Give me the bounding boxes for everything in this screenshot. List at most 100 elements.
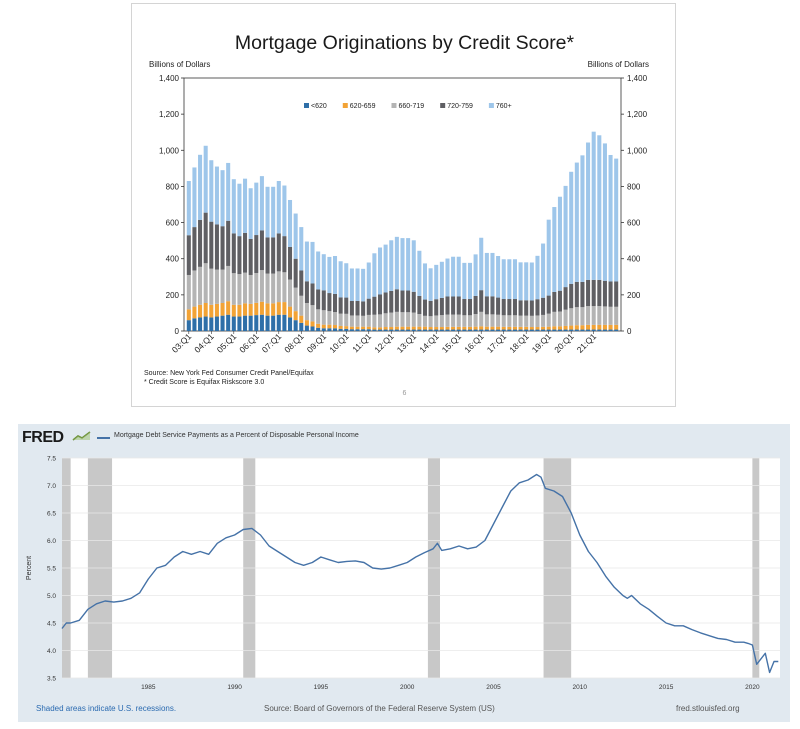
bar-segment xyxy=(501,299,506,316)
recession-note-link[interactable]: Shaded areas indicate U.S. recessions. xyxy=(36,704,177,713)
bar-segment xyxy=(372,314,377,328)
bar-segment xyxy=(361,301,366,316)
bar-segment xyxy=(349,268,354,302)
bar-segment xyxy=(479,237,484,291)
y-tick-label: 4.5 xyxy=(47,621,56,628)
bar-segment xyxy=(293,311,298,321)
bar-segment xyxy=(552,329,557,331)
bar-segment xyxy=(276,233,281,272)
x-tick-label: 20:Q1 xyxy=(552,331,576,355)
bar-segment xyxy=(186,235,191,275)
bar-segment xyxy=(462,329,467,331)
bar-segment xyxy=(445,326,450,330)
y-tick-label-right: 200 xyxy=(627,291,641,300)
bar-segment xyxy=(344,328,349,331)
slide-title: Mortgage Originations by Credit Score* xyxy=(234,32,575,54)
y-axis-label: Percent xyxy=(26,556,33,580)
bar-segment xyxy=(574,162,579,282)
bar-segment xyxy=(535,299,540,316)
bar-segment xyxy=(310,241,315,284)
series-legend-swatch xyxy=(97,437,110,439)
series-title[interactable]: Mortgage Debt Service Payments as a Perc… xyxy=(114,432,359,439)
x-tick-label: 16:Q1 xyxy=(462,331,486,355)
bar-segment xyxy=(304,241,309,282)
bar-segment xyxy=(608,281,613,307)
bar-segment xyxy=(501,315,506,327)
fred-logo[interactable]: FRED xyxy=(22,429,64,446)
y-tick-label: 1,400 xyxy=(159,74,180,83)
bar-segment xyxy=(214,316,219,331)
bar-segment xyxy=(276,302,281,315)
bar-segment xyxy=(541,326,546,330)
bar-segment xyxy=(602,324,607,330)
fred-site-link[interactable]: fred.stlouisfed.org xyxy=(676,704,740,713)
bar-segment xyxy=(321,254,326,291)
bar-segment xyxy=(192,167,197,228)
bar-segment xyxy=(614,306,619,325)
y-tick-label: 3.5 xyxy=(47,676,56,683)
bar-segment xyxy=(203,263,208,303)
bar-segment xyxy=(518,262,523,301)
bar-segment xyxy=(203,145,208,213)
bar-segment xyxy=(445,329,450,331)
bar-segment xyxy=(327,311,332,325)
bar-segment xyxy=(428,300,433,317)
bar-segment xyxy=(310,326,315,331)
bar-segment xyxy=(377,329,383,331)
bar-segment xyxy=(198,304,203,318)
bar-segment xyxy=(456,314,461,327)
bar-segment xyxy=(288,306,293,318)
bar-segment xyxy=(512,259,517,300)
bar-segment xyxy=(417,326,422,330)
bar-segment xyxy=(344,326,349,329)
bar-segment xyxy=(591,131,596,280)
bar-segment xyxy=(563,185,568,288)
bar-segment xyxy=(377,314,383,328)
bar-segment xyxy=(586,329,591,331)
bar-segment xyxy=(243,178,248,233)
x-tick-label: 2005 xyxy=(486,684,501,691)
bar-segment xyxy=(451,326,456,330)
bar-segment xyxy=(265,273,270,304)
bar-segment xyxy=(366,326,371,330)
bar-segment xyxy=(259,301,264,315)
credit-score-slide: Billions of Dollars Billions of Dollars 0 0… xyxy=(131,3,676,407)
bar-segment xyxy=(332,325,338,329)
y-tick-label: 400 xyxy=(166,255,180,264)
bar-segment xyxy=(552,326,557,330)
bar-segment xyxy=(237,304,242,317)
bar-segment xyxy=(209,304,214,318)
bar-segment xyxy=(518,300,523,316)
bar-segment xyxy=(507,315,512,327)
bar-segment xyxy=(586,279,591,307)
bar-segment xyxy=(428,316,433,328)
bar-segment xyxy=(254,235,259,273)
bar-segment xyxy=(512,299,517,316)
bar-segment xyxy=(456,326,461,330)
bar-segment xyxy=(529,327,534,330)
x-tick-label: 06:Q1 xyxy=(237,331,261,355)
bar-segment xyxy=(451,256,456,297)
slide-footnote: * Credit Score is Equifax Riskscore 3.0 xyxy=(144,379,265,386)
bar-segment xyxy=(288,199,293,247)
bar-segment xyxy=(186,274,191,310)
y-tick-label: 1,000 xyxy=(159,146,180,155)
bar-segment xyxy=(580,155,585,282)
bar-segment xyxy=(282,302,287,315)
bar-segment xyxy=(231,273,236,305)
bar-segment xyxy=(259,270,264,302)
bar-segment xyxy=(383,329,388,331)
bar-segment xyxy=(569,329,574,331)
bar-segment xyxy=(231,179,236,234)
bar-segment xyxy=(271,315,276,331)
bar-segment xyxy=(422,329,428,331)
bar-segment xyxy=(552,311,557,327)
y-axis-label-right: Billions of Dollars xyxy=(588,60,649,69)
bar-segment xyxy=(198,317,203,331)
bar-segment xyxy=(417,314,422,327)
bar-segment xyxy=(529,315,534,328)
bar-segment xyxy=(203,302,208,317)
bar-segment xyxy=(349,326,354,330)
bar-segment xyxy=(327,256,332,294)
bar-segment xyxy=(254,302,259,316)
